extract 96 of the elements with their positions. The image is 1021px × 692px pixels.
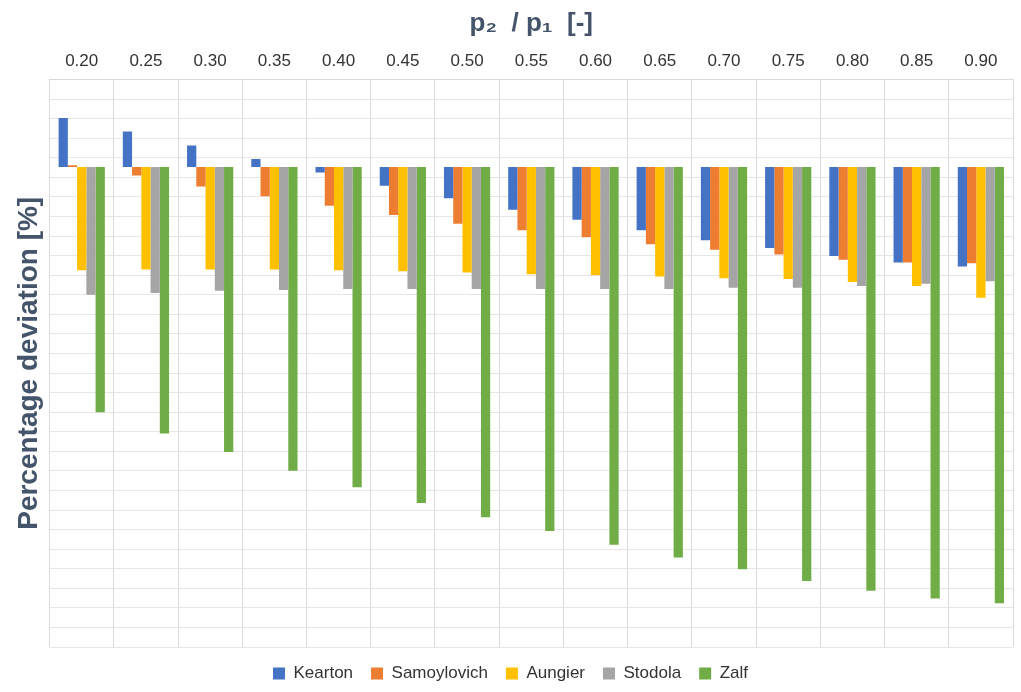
- bar: [645, 166, 656, 245]
- bar: [802, 166, 812, 582]
- bar: [572, 166, 582, 220]
- bar: [976, 166, 986, 298]
- bar: [600, 166, 610, 290]
- bar: [480, 166, 491, 518]
- x-tick-label: 0.20: [65, 51, 99, 71]
- bar: [343, 166, 353, 290]
- x-tick-label: 0.85: [900, 51, 934, 71]
- bar: [783, 166, 793, 280]
- x-tick-label: 0.50: [450, 51, 484, 71]
- bar: [700, 166, 711, 241]
- x-tick-label: 0.30: [193, 51, 227, 71]
- bar: [315, 166, 325, 173]
- bar: [655, 166, 665, 277]
- bar: [517, 166, 527, 231]
- bar: [279, 166, 289, 290]
- bar: [728, 166, 738, 288]
- bar: [122, 131, 133, 167]
- bar: [205, 166, 215, 270]
- bar: [985, 166, 995, 282]
- x-tick-label: 0.60: [578, 51, 613, 71]
- legend-label: Samoylovich: [391, 663, 488, 683]
- bar: [893, 166, 903, 263]
- x-tick-label: 0.70: [707, 51, 741, 71]
- bar: [260, 166, 270, 197]
- bar: [673, 166, 683, 558]
- bar: [957, 166, 968, 267]
- bar: [526, 166, 536, 275]
- bar: [581, 166, 591, 238]
- bar: [545, 166, 555, 531]
- x-tick-label: 0.65: [643, 51, 677, 71]
- bar: [334, 166, 344, 271]
- bar: [902, 166, 913, 263]
- x-tick-label: 0.45: [386, 51, 420, 71]
- bar: [251, 159, 261, 167]
- bar: [196, 166, 206, 187]
- legend-label: Stodola: [623, 663, 682, 683]
- bar: [416, 166, 426, 503]
- bar: [636, 166, 646, 231]
- bar: [792, 166, 803, 288]
- bar: [288, 166, 298, 471]
- bar: [407, 166, 417, 290]
- bar: [141, 166, 151, 270]
- bar: [77, 166, 87, 271]
- bar: [737, 166, 748, 570]
- bar: [829, 166, 839, 256]
- legend-label: Aungier: [526, 663, 586, 683]
- bar: [132, 166, 142, 176]
- legend-label: Zalf: [719, 663, 749, 683]
- bar: [187, 145, 197, 167]
- x-tick-label: 0.40: [322, 51, 356, 71]
- x-tick-label: 0.80: [835, 51, 869, 71]
- bar: [967, 166, 977, 264]
- bar: [535, 166, 546, 290]
- bar: [930, 166, 940, 599]
- bar: [224, 166, 234, 452]
- bar: [150, 166, 160, 294]
- bar: [866, 166, 876, 591]
- bar: [86, 166, 96, 295]
- bar: [269, 166, 280, 270]
- bar: [324, 166, 334, 206]
- bar: [838, 166, 848, 260]
- x-tick-label: 0.75: [771, 51, 805, 71]
- bar: [214, 166, 225, 291]
- bar: [462, 166, 472, 273]
- bar: [95, 166, 105, 413]
- bar: [847, 166, 858, 283]
- bar: [664, 166, 674, 290]
- legend-label: Kearton: [293, 663, 354, 683]
- bar: [453, 166, 463, 224]
- bar: [710, 166, 720, 250]
- bar: [921, 166, 931, 284]
- bar: [352, 166, 362, 488]
- bar: [590, 166, 601, 276]
- bar: [398, 166, 408, 272]
- bar: [912, 166, 922, 287]
- bar: [774, 166, 784, 255]
- x-axis-title: p₂ / p₁ [-]: [469, 6, 593, 37]
- bar: [471, 166, 481, 290]
- bar: [719, 166, 729, 279]
- x-tick-label: 0.55: [514, 51, 548, 71]
- bar: [765, 166, 775, 249]
- x-tick-label: 0.35: [257, 51, 291, 71]
- bar: [388, 166, 399, 215]
- bar: [609, 166, 619, 545]
- bar: [857, 166, 867, 287]
- bar: [379, 166, 389, 186]
- bar: [508, 166, 518, 210]
- bar: [58, 118, 68, 167]
- x-tick-label: 0.90: [964, 51, 998, 71]
- bar: [443, 166, 454, 199]
- x-tick-label: 0.25: [129, 51, 163, 71]
- bar: [994, 166, 1005, 604]
- bar: [159, 166, 170, 434]
- y-axis-title: Percentage deviation [%]: [11, 196, 43, 530]
